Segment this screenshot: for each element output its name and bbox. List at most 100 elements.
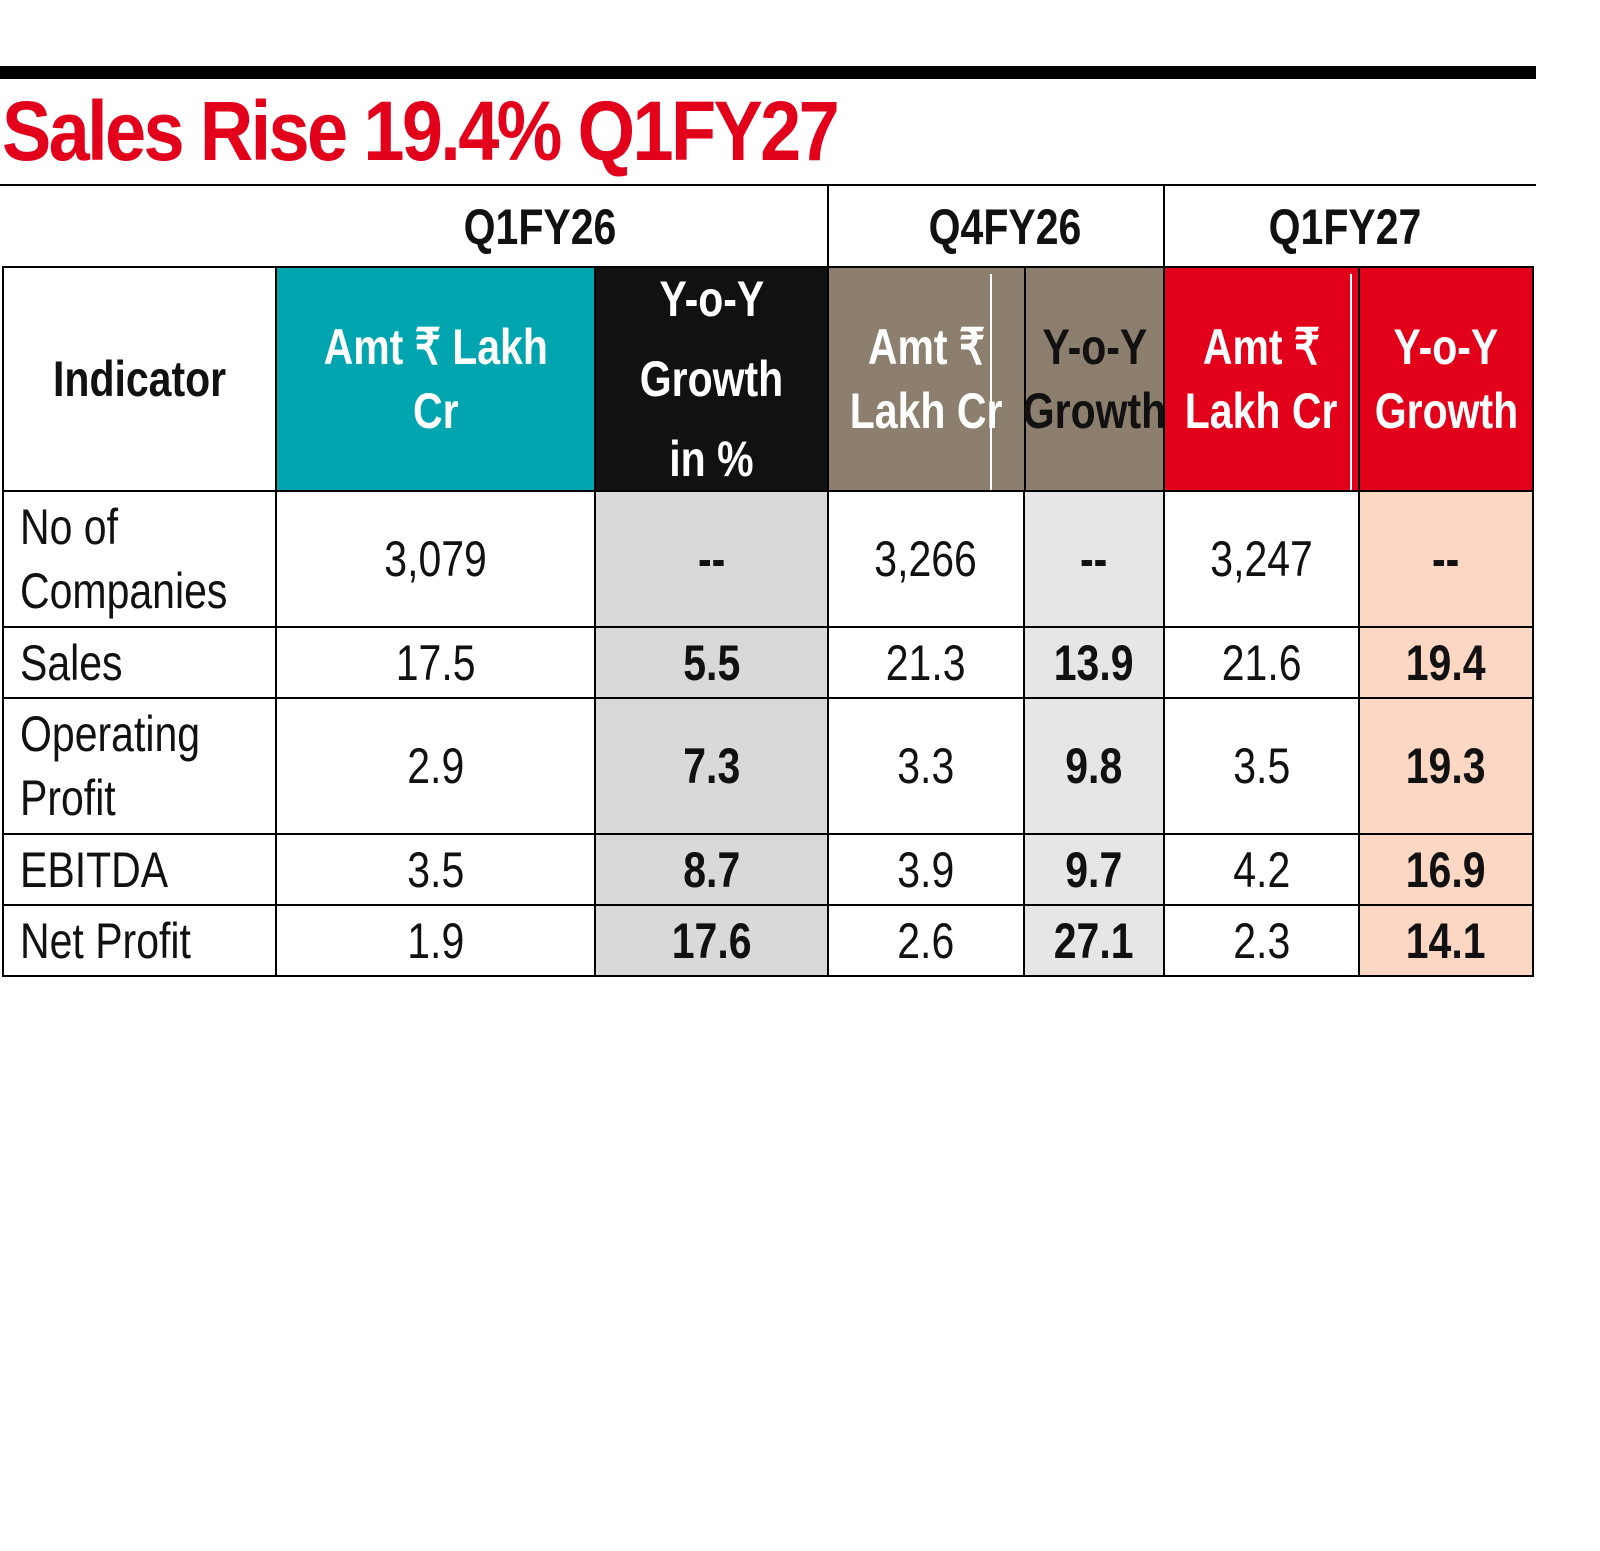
amount-cell: 3,266	[827, 490, 1025, 628]
header-q4fy26-yoy: Y-o-Y Growth	[1022, 266, 1167, 492]
amount-cell: 2.6	[827, 904, 1025, 977]
period-divider	[827, 186, 829, 266]
cell-value: 27.1	[1054, 912, 1134, 969]
amount-cell: 2.3	[1163, 904, 1360, 977]
amount-cell: 3.5	[1163, 697, 1360, 835]
header-line: Indicator	[52, 351, 227, 407]
amount-cell: 2.9	[275, 697, 596, 835]
header-line: Y-o-Y	[1393, 319, 1499, 375]
row-label-line: No of	[20, 499, 119, 555]
cell-value: 17.5	[395, 634, 476, 691]
yoy-growth-cell: 17.6	[594, 904, 829, 977]
header-line: Lakh Cr	[850, 383, 1003, 439]
row-label-line: Net Profit	[20, 912, 191, 969]
amount-cell: 3,079	[275, 490, 596, 628]
amount-cell: 3,247	[1163, 490, 1360, 628]
row-label: Sales	[2, 626, 277, 699]
cell-value: 9.8	[1065, 738, 1123, 794]
cell-value: 1.9	[406, 912, 464, 969]
header-line: Y-o-Y	[659, 271, 764, 327]
cell-value: 19.4	[1406, 634, 1486, 691]
header-q1fy26-amount: Amt ₹ Lakh Cr	[275, 266, 596, 492]
header-line: Growth	[639, 351, 784, 407]
cell-value: 19.3	[1406, 738, 1486, 794]
header-q4fy26-amount: Amt ₹ Lakh Cr	[827, 266, 1026, 492]
cell-value: 21.3	[886, 634, 966, 691]
top-rule	[0, 66, 1536, 79]
cell-value: 9.7	[1065, 841, 1123, 898]
cell-value: 2.3	[1232, 912, 1290, 969]
yoy-growth-cell: 9.7	[1023, 833, 1165, 906]
header-line: Cr	[412, 383, 459, 439]
cell-value: 3.9	[897, 841, 955, 898]
q4fy26-separator	[990, 274, 992, 490]
period-q4fy26: Q4FY26	[928, 199, 1082, 255]
header-line: in %	[669, 431, 754, 487]
yoy-growth-cell: 16.9	[1358, 833, 1534, 906]
header-line: Lakh Cr	[1185, 383, 1338, 439]
cell-value: --	[1080, 531, 1108, 587]
cell-value: 3.5	[1232, 738, 1290, 794]
q1fy27-separator	[1350, 274, 1352, 490]
yoy-growth-cell: 5.5	[594, 626, 829, 699]
period-q1fy26: Q1FY26	[463, 199, 617, 255]
yoy-growth-cell: 27.1	[1023, 904, 1165, 977]
cell-value: 13.9	[1054, 634, 1134, 691]
amount-cell: 1.9	[275, 904, 596, 977]
header-indicator: Indicator	[2, 266, 277, 492]
cell-value: 4.2	[1232, 841, 1290, 898]
amount-cell: 21.3	[827, 626, 1025, 699]
row-label: Operating Profit	[2, 697, 277, 835]
header-q1fy27-amount: Amt ₹ Lakh Cr	[1163, 266, 1360, 492]
cell-value: 3.3	[897, 738, 955, 794]
header-q1fy26-yoy: Y-o-Y Growth in %	[594, 266, 829, 492]
amount-cell: 17.5	[275, 626, 596, 699]
cell-value: 7.3	[682, 738, 740, 794]
cell-value: 3.5	[406, 841, 464, 898]
header-line: Y-o-Y	[1042, 319, 1147, 375]
cell-value: --	[1432, 531, 1460, 587]
header-line: Amt ₹	[1202, 319, 1321, 375]
cell-value: 16.9	[1406, 841, 1486, 898]
row-label-line: Companies	[20, 563, 228, 619]
row-label: No of Companies	[2, 490, 277, 628]
header-line: Growth	[1022, 383, 1167, 439]
cell-value: 8.7	[682, 841, 740, 898]
amount-cell: 4.2	[1163, 833, 1360, 906]
cell-value: 3,079	[384, 531, 487, 587]
yoy-growth-cell: --	[594, 490, 829, 628]
row-label: EBITDA	[2, 833, 277, 906]
header-q1fy27-yoy: Y-o-Y Growth	[1358, 266, 1534, 492]
yoy-growth-cell: 9.8	[1023, 697, 1165, 835]
row-label-line: Sales	[20, 634, 123, 691]
yoy-growth-cell: 19.3	[1358, 697, 1534, 835]
yoy-growth-cell: 19.4	[1358, 626, 1534, 699]
cell-value: 14.1	[1406, 912, 1486, 969]
header-line: Amt ₹	[867, 319, 986, 375]
row-label-line: EBITDA	[20, 841, 169, 898]
row-label-line: Profit	[20, 770, 116, 826]
yoy-growth-cell: 7.3	[594, 697, 829, 835]
cell-value: 17.6	[671, 912, 752, 969]
yoy-growth-cell: 14.1	[1358, 904, 1534, 977]
header-line: Amt ₹ Lakh	[323, 319, 548, 375]
period-divider	[1163, 186, 1165, 266]
cell-value: 21.6	[1221, 634, 1302, 691]
cell-value: 5.5	[682, 634, 740, 691]
period-q1fy27: Q1FY27	[1268, 199, 1422, 255]
amount-cell: 3.3	[827, 697, 1025, 835]
cell-value: 2.6	[897, 912, 955, 969]
amount-cell: 21.6	[1163, 626, 1360, 699]
title-rule	[0, 184, 1536, 186]
cell-value: 3,266	[874, 531, 978, 587]
yoy-growth-cell: 13.9	[1023, 626, 1165, 699]
amount-cell: 3.9	[827, 833, 1025, 906]
amount-cell: 3.5	[275, 833, 596, 906]
row-label: Net Profit	[2, 904, 277, 977]
yoy-growth-cell: --	[1023, 490, 1165, 628]
cell-value: --	[697, 531, 726, 587]
cell-value: 3,247	[1210, 531, 1313, 587]
row-label-line: Operating	[20, 706, 201, 762]
yoy-growth-cell: 8.7	[594, 833, 829, 906]
yoy-growth-cell: --	[1358, 490, 1534, 628]
